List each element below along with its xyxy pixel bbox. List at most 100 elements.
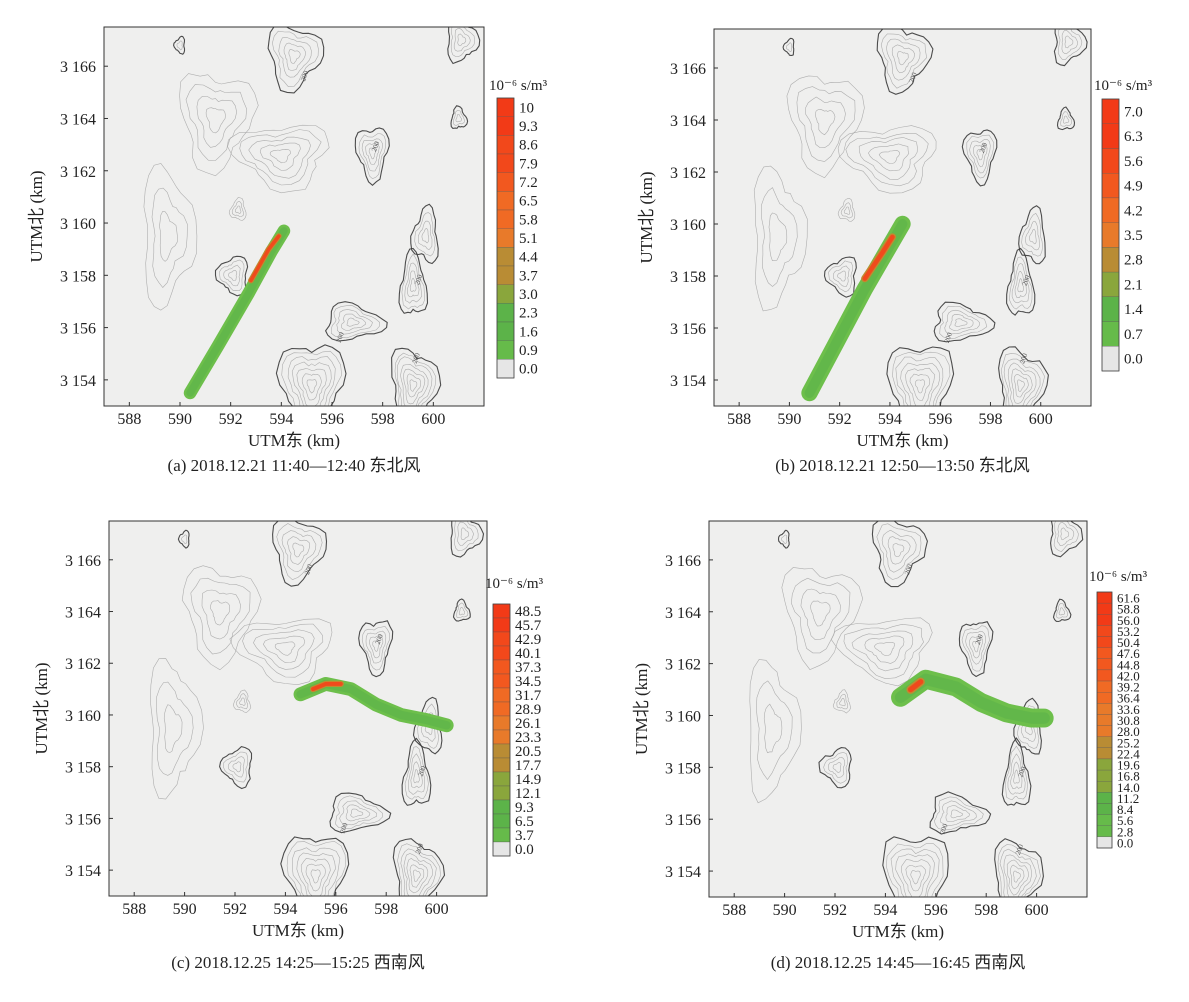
x-tick-label: 600 bbox=[1025, 902, 1049, 919]
terrain-contour-line bbox=[961, 625, 990, 672]
terrain-contour-line bbox=[292, 542, 305, 558]
terrain-contour-line bbox=[777, 529, 790, 549]
terrain-contour-line bbox=[868, 143, 910, 172]
plume-core bbox=[894, 673, 1050, 724]
terrain-contour-line bbox=[274, 641, 296, 656]
terrain-contour-line bbox=[272, 521, 328, 587]
terrain-contour-line bbox=[400, 848, 437, 896]
x-tick-label: 590 bbox=[773, 902, 797, 919]
colorbar-segment bbox=[1101, 197, 1120, 223]
terrain-contour-line bbox=[450, 27, 475, 57]
y-tick-label: 3 160 bbox=[670, 217, 706, 234]
terrain-contour-line bbox=[1006, 859, 1029, 896]
colorbar-segment bbox=[496, 303, 515, 323]
terrain-contour-line bbox=[973, 144, 988, 168]
colorbar-tick-label: 9.3 bbox=[519, 119, 538, 135]
terrain-contour-line bbox=[882, 836, 949, 897]
colorbar-segment bbox=[1096, 747, 1113, 760]
colorbar-frame bbox=[1096, 591, 1113, 849]
terrain-contour-line bbox=[997, 844, 1041, 897]
terrain-contour-line bbox=[453, 27, 471, 52]
terrain-contour-line bbox=[219, 259, 245, 292]
x-tick-label: 592 bbox=[223, 901, 247, 918]
colorbar-segment bbox=[1096, 814, 1113, 826]
terrain-contour-line bbox=[223, 264, 241, 287]
terrain-contour-line bbox=[397, 843, 441, 896]
terrain-contour-line bbox=[331, 305, 381, 339]
colorbar-segment bbox=[492, 841, 511, 857]
terrain-contour-line bbox=[409, 277, 417, 292]
colorbar-tick-label: 14.0 bbox=[1117, 780, 1140, 795]
plume-hotspot bbox=[249, 234, 281, 283]
colorbar-segment bbox=[496, 321, 515, 341]
terrain-contour-line bbox=[785, 42, 793, 53]
terrain-contour-line bbox=[235, 205, 242, 214]
colorbar-tick-label: 25.2 bbox=[1117, 735, 1140, 750]
plume bbox=[293, 676, 454, 733]
colorbar-tick-label: 7.2 bbox=[519, 175, 538, 191]
colorbar-tick-label: 39.2 bbox=[1117, 680, 1140, 695]
colorbar-tick-label: 0.7 bbox=[1124, 327, 1143, 343]
terrain-contour-line bbox=[905, 367, 936, 406]
colorbar-segment bbox=[1096, 591, 1113, 604]
terrain-contour-line bbox=[950, 809, 964, 819]
terrain-contour-line bbox=[236, 693, 248, 710]
colorbar-tick-label: 56.0 bbox=[1117, 613, 1140, 628]
colorbar-segment bbox=[492, 687, 511, 703]
colorbar-segment bbox=[1096, 758, 1113, 771]
colorbar-segment bbox=[1096, 725, 1113, 737]
terrain-contour-line bbox=[291, 361, 332, 406]
colorbar-tick-label: 28.9 bbox=[515, 702, 541, 718]
colorbar-tick-label: 4.9 bbox=[1124, 179, 1143, 195]
panel-a: 200 200 200 200 200 588 590 592 594 596 598 600 3 15… bbox=[0, 0, 594, 498]
y-tick-label: 3 158 bbox=[670, 269, 706, 286]
terrain-contour-line bbox=[269, 148, 291, 164]
terrain-contours: 200 200 200 200 200 bbox=[143, 27, 481, 406]
terrain-contour-line bbox=[763, 703, 783, 754]
panel-caption: (c) 2018.12.25 14:25—15:25 西南风 bbox=[171, 953, 425, 972]
terrain-contour-line bbox=[163, 704, 183, 753]
colorbar-tick-label: 5.8 bbox=[519, 212, 538, 228]
terrain-contour-line bbox=[910, 870, 921, 885]
terrain-contour-line bbox=[403, 368, 426, 405]
plot-frame bbox=[103, 26, 485, 407]
terrain-contour-line bbox=[219, 745, 253, 790]
colorbar-segment bbox=[496, 209, 515, 229]
colorbar-tick-label: 19.6 bbox=[1117, 758, 1140, 773]
colorbar-segment bbox=[1101, 148, 1120, 174]
y-tick-label: 3 158 bbox=[665, 760, 701, 777]
y-tick-label: 3 162 bbox=[65, 656, 101, 673]
terrain-contour-line bbox=[782, 37, 795, 56]
chart-panel-d-svg: 200 200 200 200 200 588 590 592 594 596 598 600 3 15… bbox=[632, 520, 1148, 972]
terrain-contour-line bbox=[413, 769, 420, 784]
colorbar-segment bbox=[492, 715, 511, 731]
x-tick-label: 592 bbox=[219, 411, 243, 428]
terrain-contour-line bbox=[350, 808, 364, 818]
terrain-contour-line bbox=[768, 212, 788, 261]
terrain-contour-line bbox=[839, 698, 846, 707]
terrain-contour-line bbox=[851, 630, 914, 672]
colorbar-segment bbox=[492, 617, 511, 633]
terrain-contour-line bbox=[890, 848, 940, 897]
colorbar-tick-label: 6.3 bbox=[1124, 129, 1143, 145]
terrain-contour-line bbox=[361, 625, 391, 671]
contour-label: 200 bbox=[417, 764, 428, 777]
colorbar-tick-label: 7.0 bbox=[1124, 104, 1143, 120]
y-tick-label: 3 160 bbox=[65, 708, 101, 725]
colorbar-segment bbox=[492, 631, 511, 647]
colorbar-tick-label: 31.7 bbox=[515, 688, 542, 704]
terrain-contour-line bbox=[239, 129, 322, 186]
colorbar-segment bbox=[492, 757, 511, 773]
panel-caption: (b) 2018.12.21 12:50—13:50 东北风 bbox=[775, 456, 1030, 475]
terrain-contour-line bbox=[341, 313, 366, 331]
terrain-contour-line bbox=[823, 256, 857, 298]
terrain-contour-line bbox=[843, 623, 924, 680]
colorbar-tick-label: 53.2 bbox=[1117, 624, 1140, 639]
y-tick-label: 3 164 bbox=[665, 605, 701, 622]
colorbar-tick-label: 7.9 bbox=[519, 156, 538, 172]
terrain-contour-line bbox=[372, 639, 380, 652]
terrain-contour-line bbox=[365, 630, 387, 664]
contour-label: 200 bbox=[413, 273, 424, 286]
terrain-contour-line bbox=[895, 356, 944, 406]
y-tick-label: 3 156 bbox=[60, 321, 96, 338]
